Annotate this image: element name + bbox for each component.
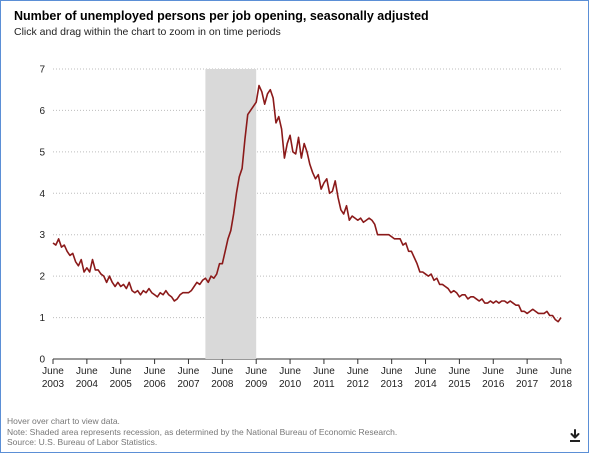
x-tick-year-label: 2013 xyxy=(381,379,404,390)
x-tick-year-label: 2012 xyxy=(347,379,370,390)
x-tick-year-label: 2016 xyxy=(482,379,505,390)
y-tick-label: 2 xyxy=(39,272,45,283)
download-icon[interactable] xyxy=(568,429,582,443)
x-tick-year-label: 2007 xyxy=(177,379,200,390)
source-note: Source: U.S. Bureau of Labor Statistics. xyxy=(7,437,158,447)
y-axis-ticks: 0 1 2 3 4 5 6 7 xyxy=(39,65,45,366)
x-tick-month-label: June xyxy=(449,366,471,377)
chart-subtitle: Click and drag within the chart to zoom … xyxy=(14,26,281,38)
x-tick-month-label: June xyxy=(144,366,166,377)
x-tick-month-label: June xyxy=(245,366,267,377)
chart-title: Number of unemployed persons per job ope… xyxy=(14,9,429,23)
x-tick-month-label: June xyxy=(347,366,369,377)
x-tick-month-label: June xyxy=(482,366,504,377)
y-tick-label: 0 xyxy=(39,355,45,366)
recession-note: Note: Shaded area represents recession, … xyxy=(7,426,398,437)
x-tick-year-label: 2003 xyxy=(42,379,65,390)
x-tick-month-label: June xyxy=(516,366,538,377)
x-tick-year-label: 2011 xyxy=(313,379,335,390)
series-layer[interactable] xyxy=(52,84,562,323)
x-tick-year-label: 2014 xyxy=(414,379,437,390)
x-tick-year-label: 2006 xyxy=(143,379,166,390)
y-tick-label: 5 xyxy=(39,147,45,158)
x-tick-year-label: 2018 xyxy=(550,379,573,390)
chart-footer: Hover over chart to view data. Note: Sha… xyxy=(7,416,397,448)
x-tick-year-label: 2008 xyxy=(211,379,234,390)
x-tick-year-label: 2010 xyxy=(279,379,302,390)
line-chart[interactable]: 0 1 2 3 4 5 6 7 June 2003 June 2004 June 2005 June 200… xyxy=(1,1,588,411)
x-tick-year-label: 2017 xyxy=(516,379,539,390)
x-tick-month-label: June xyxy=(415,366,437,377)
x-tick-month-label: June xyxy=(381,366,403,377)
x-tick-month-label: June xyxy=(42,366,64,377)
x-tick-month-label: June xyxy=(178,366,200,377)
x-tick-year-label: 2015 xyxy=(448,379,471,390)
x-tick-year-label: 2004 xyxy=(76,379,99,390)
y-tick-label: 1 xyxy=(39,313,45,324)
hover-hint: Hover over chart to view data. xyxy=(7,416,120,426)
y-tick-label: 3 xyxy=(39,230,45,241)
x-tick-month-label: June xyxy=(110,366,132,377)
series-line[interactable] xyxy=(52,84,562,323)
x-tick-year-label: 2005 xyxy=(110,379,133,390)
y-tick-label: 7 xyxy=(39,65,45,76)
y-tick-label: 6 xyxy=(39,106,45,117)
y-tick-label: 4 xyxy=(39,189,45,200)
x-tick-month-label: June xyxy=(550,366,572,377)
x-tick-month-label: June xyxy=(211,366,233,377)
x-axis-ticks: June 2003 June 2004 June 2005 June 2006 June 2007… xyxy=(42,359,573,390)
grid-lines xyxy=(53,68,561,360)
x-tick-year-label: 2009 xyxy=(245,379,268,390)
x-tick-month-label: June xyxy=(313,366,335,377)
x-tick-month-label: June xyxy=(76,366,98,377)
x-tick-month-label: June xyxy=(279,366,301,377)
